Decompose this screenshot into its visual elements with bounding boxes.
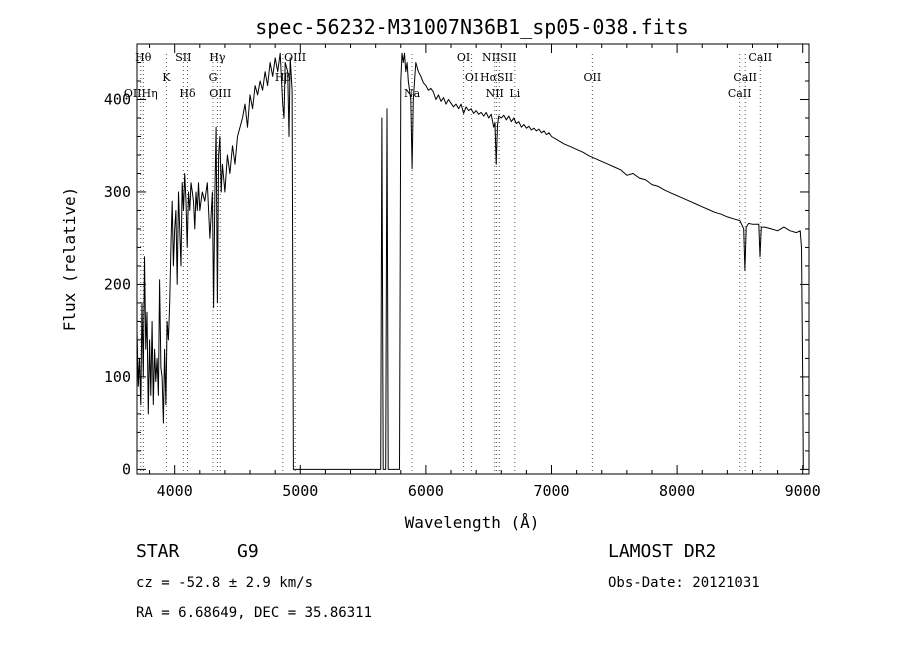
x-axis: 4000 5000 6000 7000 8000 9000 <box>149 44 821 500</box>
y-tick-label-200: 200 <box>104 275 131 293</box>
y-axis-label: Flux (relative) <box>60 187 79 332</box>
line-marker-label-3: SII <box>175 51 191 64</box>
y-axis: 0 100 200 300 400 <box>104 61 809 478</box>
spectrum-series-line <box>136 52 804 470</box>
object-class: STAR <box>136 541 180 562</box>
line-marker-label-0: Hθ <box>135 51 152 64</box>
line-marker-label-18: CaII <box>748 51 772 64</box>
line-marker-label-1: OIIHη <box>124 87 158 100</box>
line-marker-label-9: Hβ <box>275 71 291 84</box>
line-marker-label-4: Hδ <box>179 87 196 100</box>
line-marker-label-5: Hγ <box>209 51 226 64</box>
line-marker-label-19: CaII <box>733 71 757 84</box>
line-marker-label-10: Na <box>404 87 421 100</box>
line-marker-label-2: K <box>162 71 171 84</box>
line-marker-label-8: OIII <box>284 51 306 64</box>
object-subclass: G9 <box>237 541 259 562</box>
x-tick-label-7000: 7000 <box>533 482 569 500</box>
line-marker-label-17: OII <box>583 71 601 84</box>
line-marker-label-6: G <box>209 71 218 84</box>
coordinates: RA = 6.68649, DEC = 35.86311 <box>136 605 373 621</box>
line-marker-label-20: CaII <box>728 87 752 100</box>
line-marker-label-12: OI <box>465 71 478 84</box>
x-tick-label-6000: 6000 <box>408 482 444 500</box>
chart-title: spec-56232-M31007N36B1_sp05-038.fits <box>255 15 688 39</box>
x-tick-label-5000: 5000 <box>282 482 318 500</box>
line-marker-label-11: OI <box>457 51 470 64</box>
obs-date: Obs-Date: 20121031 <box>608 575 760 591</box>
line-marker-label-7: OIII <box>209 87 231 100</box>
y-tick-label-0: 0 <box>122 460 131 478</box>
x-tick-label-4000: 4000 <box>157 482 193 500</box>
line-marker-label-15: NII <box>486 87 504 100</box>
line-marker-label-14: HαSII <box>480 71 513 84</box>
line-markers: Hθ OIIHη K SII Hδ Hγ G OIII OIII Hβ Na OI OI NIISII Hα… <box>124 51 772 474</box>
line-marker-label-13: NIISII <box>482 51 517 64</box>
y-tick-label-300: 300 <box>104 183 131 201</box>
x-tick-label-9000: 9000 <box>785 482 821 500</box>
y-tick-label-100: 100 <box>104 368 131 386</box>
y-tick-label-400: 400 <box>104 90 131 108</box>
x-axis-label: Wavelength (Å) <box>405 513 540 532</box>
plot-frame <box>136 43 810 475</box>
line-marker-label-16: Li <box>509 87 520 100</box>
redshift-info: cz = -52.8 ± 2.9 km/s <box>136 575 314 591</box>
survey-name: LAMOST DR2 <box>608 541 717 562</box>
x-tick-label-8000: 8000 <box>659 482 695 500</box>
